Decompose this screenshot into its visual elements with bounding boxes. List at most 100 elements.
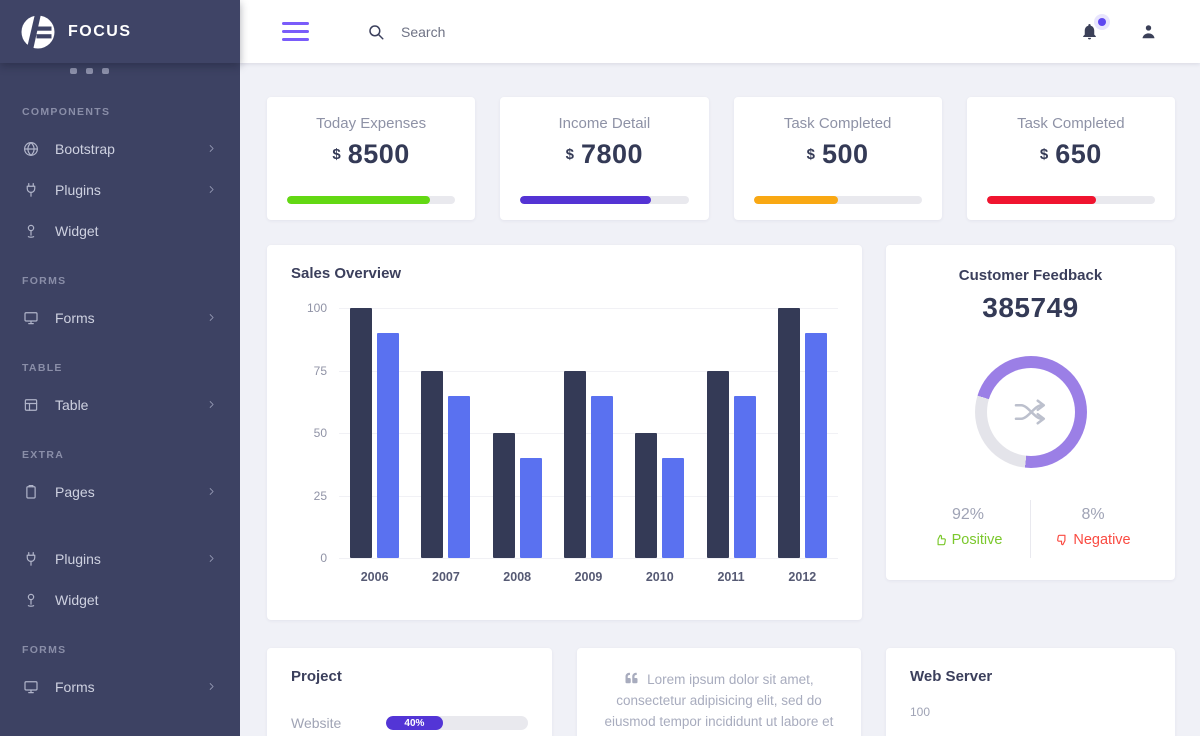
sidebar-item-label: Plugins: [55, 181, 101, 198]
web-server-card: Web Server 100: [886, 648, 1175, 736]
sidebar-item-plugins[interactable]: Plugins: [0, 538, 240, 579]
chart-bar-group: [492, 308, 542, 558]
sidebar-item-plugins[interactable]: Plugins: [0, 169, 240, 210]
chart-bar-series-blue: [662, 458, 685, 558]
brand-name: FOCUS: [68, 22, 132, 40]
chart-ytick-label: 50: [313, 426, 327, 440]
chart-xtick-label: 2006: [360, 570, 389, 584]
stat-card-amount: 500: [822, 139, 869, 169]
stat-progress-fill: [986, 196, 1097, 204]
user-menu-button[interactable]: [1139, 22, 1158, 41]
chevron-right-icon: [205, 552, 218, 565]
currency-symbol: $: [565, 146, 574, 163]
chart-gridline: [339, 308, 838, 309]
chevron-right-icon: [205, 311, 218, 324]
sidebar-item-table[interactable]: Table: [0, 384, 240, 425]
positive-label: Positive: [951, 532, 1003, 548]
chart-bar-series-blue: [377, 333, 400, 558]
focus-logo-icon: [20, 13, 56, 50]
stat-card-title: Income Detail: [558, 115, 651, 132]
plug-icon: [22, 550, 40, 568]
chart-ytick-label: 75: [313, 363, 327, 378]
chart-bar-series-blue: [733, 395, 756, 558]
sidebar-item-widget[interactable]: Widget: [0, 210, 240, 251]
chart-ytick-label: 100: [306, 301, 327, 315]
chart-bar-series-dark: [350, 308, 373, 558]
chart-bar-series-blue: [590, 395, 613, 558]
widget-icon: [22, 591, 40, 609]
sidebar-item-widget[interactable]: Widget: [0, 579, 240, 620]
chart-bar-series-dark: [777, 308, 800, 558]
chevron-right-icon: [205, 398, 218, 411]
stat-progress-track: [753, 196, 922, 204]
chart-bar-series-blue: [448, 395, 471, 558]
chart-bar-series-dark: [706, 370, 729, 558]
stat-progress-fill: [753, 196, 838, 204]
stat-card-amount: 8500: [347, 139, 410, 169]
stat-card-title: Today Expenses: [316, 115, 427, 132]
feedback-stats: 92% Positive 8%: [906, 500, 1155, 564]
sidebar-item-forms[interactable]: Forms: [0, 666, 240, 707]
search-bar: [367, 23, 1080, 41]
stat-card-value: $8500: [332, 139, 409, 170]
sidebar-nav: COMPONENTS Bootstrap Plugins Widget FORMS For…: [0, 74, 240, 707]
stat-card-value: $7800: [566, 139, 643, 170]
pages-icon: [22, 483, 40, 501]
chevron-right-icon: [205, 183, 218, 196]
search-input[interactable]: [401, 23, 821, 40]
stat-progress-fill: [520, 196, 652, 204]
web-server-ytick: 100: [910, 705, 931, 719]
chart-ytick-label: 0: [320, 551, 327, 565]
chart-bar-group: [350, 308, 400, 558]
chart-bar-group: [777, 308, 827, 558]
currency-symbol: $: [332, 146, 341, 163]
sidebar-section-spacer: [0, 512, 240, 538]
project-card: Project Website 40%: [267, 648, 552, 736]
overflow-dots-icon: [70, 68, 240, 74]
sidebar-item-pages[interactable]: Pages: [0, 471, 240, 512]
brand[interactable]: FOCUS: [0, 0, 240, 63]
stat-card-task-completed: Task Completed $500: [733, 97, 942, 220]
sidebar-section-label: FORMS: [22, 644, 67, 656]
stat-progress-track: [287, 196, 456, 204]
feedback-title: Customer Feedback: [958, 267, 1103, 284]
sidebar-item-label: Forms: [55, 309, 95, 326]
chart-bar-series-blue: [519, 458, 542, 558]
chart-bar-group: [635, 308, 685, 558]
sidebar-item-label: Table: [55, 396, 89, 413]
project-row-website: Website 40%: [291, 715, 528, 731]
chart-bar-groups: [339, 308, 838, 558]
stat-progress-track: [520, 196, 689, 204]
stat-card-amount: 7800: [581, 139, 644, 169]
menu-toggle-button[interactable]: [282, 22, 309, 41]
stat-card-amount: 650: [1055, 139, 1102, 169]
forms-icon: [22, 309, 40, 327]
sidebar-item-label: Pages: [55, 483, 95, 500]
customer-feedback-card: Customer Feedback 385749: [886, 245, 1175, 580]
project-title: Project: [291, 668, 342, 685]
chart-bar-series-blue: [804, 333, 827, 558]
negative-label: Negative: [1073, 532, 1131, 548]
thumb-down-icon: [1055, 533, 1069, 547]
chevron-right-icon: [205, 142, 218, 155]
sidebar-item-forms[interactable]: Forms: [0, 297, 240, 338]
chart-xtick-label: 2009: [574, 570, 603, 584]
positive-percent: 92%: [951, 506, 985, 523]
forms-icon: [22, 678, 40, 696]
sidebar-item-label: Bootstrap: [55, 140, 115, 157]
chart-bar-group: [706, 308, 756, 558]
stat-card-today-expenses: Today Expenses $8500: [267, 97, 476, 220]
stat-card-value: $500: [807, 139, 869, 170]
sidebar-item-bootstrap[interactable]: Bootstrap: [0, 128, 240, 169]
stat-progress-fill: [287, 196, 430, 204]
chart-bar-series-dark: [635, 433, 658, 558]
stat-card-title: Task Completed: [1017, 115, 1125, 132]
sales-bar-chart: 100 75 50 25 0 2006 2007 2008 2009 2010 2011 2012: [291, 301, 838, 584]
project-progress-track: 40%: [386, 716, 528, 730]
notifications-button[interactable]: [1080, 18, 1106, 41]
globe-icon: [22, 140, 40, 158]
chevron-right-icon: [205, 680, 218, 693]
web-server-title: Web Server: [910, 668, 993, 685]
sales-overview-card: Sales Overview 100 75 50 25 0 2006 2007 2008 20…: [267, 245, 862, 620]
stat-progress-track: [986, 196, 1155, 204]
